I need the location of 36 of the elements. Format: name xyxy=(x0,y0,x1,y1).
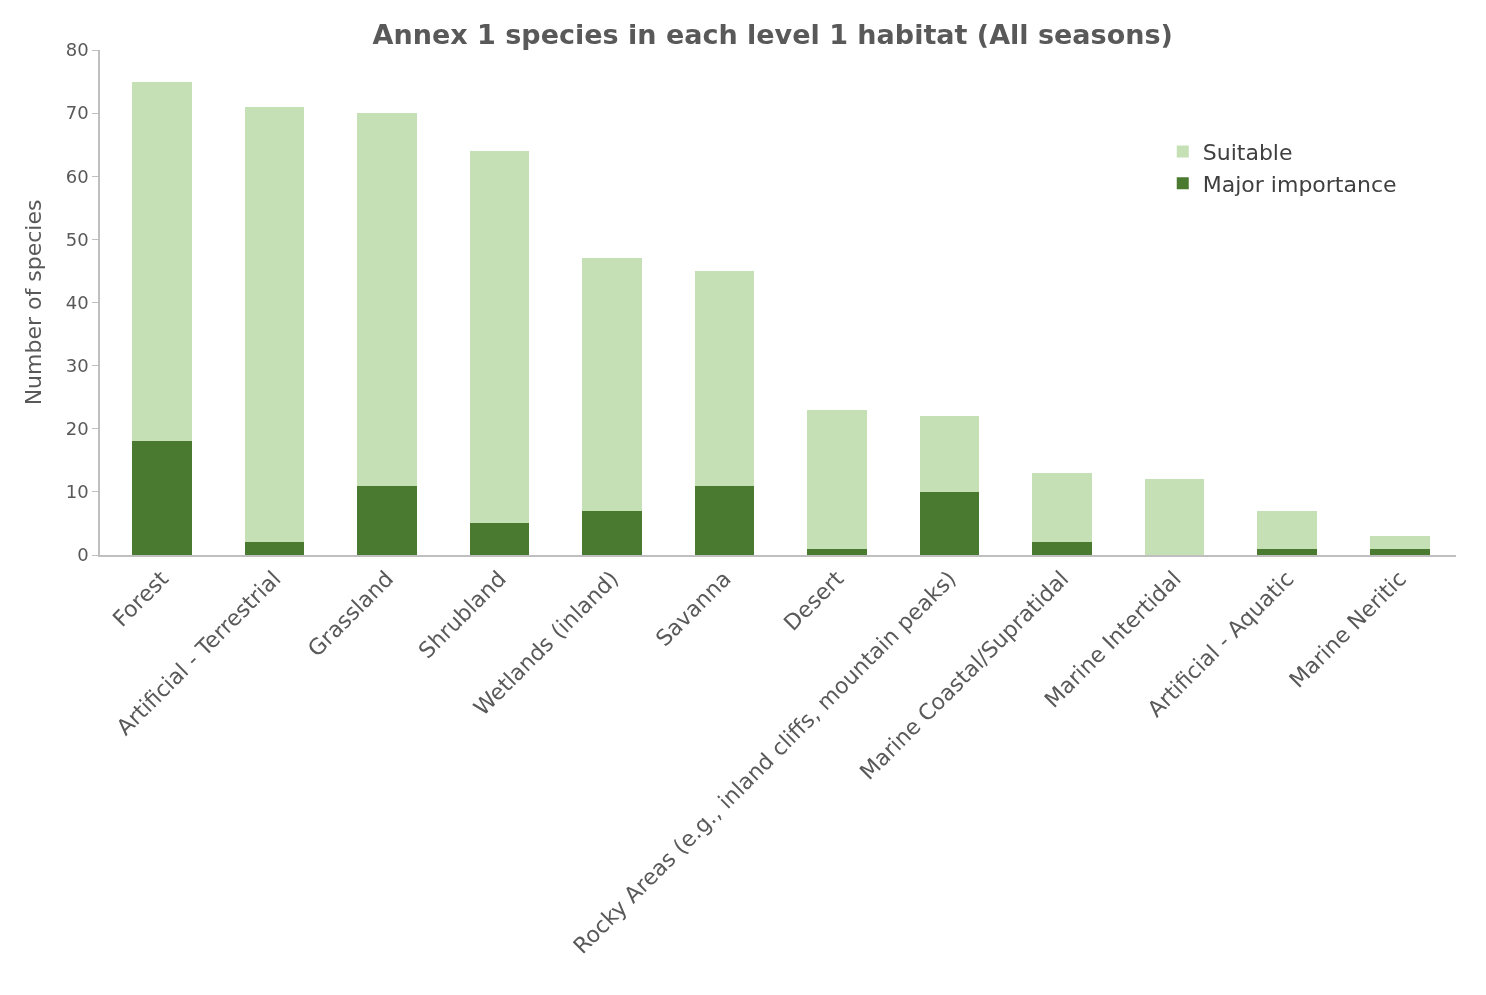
bar xyxy=(132,441,192,555)
y-tick-label: 50 xyxy=(65,228,89,250)
bar xyxy=(582,258,642,511)
bar xyxy=(1032,472,1092,543)
bar xyxy=(1257,510,1318,549)
chart-title: Annex 1 species in each level 1 habitat (All seasons) xyxy=(372,18,1173,50)
legend-label: Major importance xyxy=(1202,171,1397,197)
bar xyxy=(807,548,867,555)
y-tick-label: 20 xyxy=(65,418,89,440)
bar xyxy=(469,151,530,524)
bar xyxy=(244,542,305,555)
bar xyxy=(694,485,755,555)
bar xyxy=(1144,479,1205,555)
bar xyxy=(694,270,755,486)
bar xyxy=(807,409,867,549)
bar xyxy=(1032,542,1092,555)
y-tick-label: 30 xyxy=(65,354,89,376)
bar xyxy=(469,523,530,555)
bar xyxy=(1369,548,1430,555)
bar xyxy=(1257,548,1318,555)
bar xyxy=(582,510,642,555)
bar xyxy=(919,416,980,492)
y-tick-label: 10 xyxy=(65,481,89,503)
y-tick-label: 60 xyxy=(65,165,89,187)
bar xyxy=(357,113,417,486)
y-tick-label: 0 xyxy=(77,544,89,566)
y-tick-label: 80 xyxy=(65,39,89,61)
y-tick-label: 40 xyxy=(65,291,89,313)
bar xyxy=(132,81,192,442)
bar xyxy=(1369,536,1430,549)
y-axis-title: Number of species xyxy=(21,199,47,406)
bar xyxy=(244,106,305,543)
bar xyxy=(357,485,417,555)
y-tick-label: 70 xyxy=(65,102,89,124)
legend-label: Suitable xyxy=(1202,140,1293,166)
bar xyxy=(919,491,980,555)
